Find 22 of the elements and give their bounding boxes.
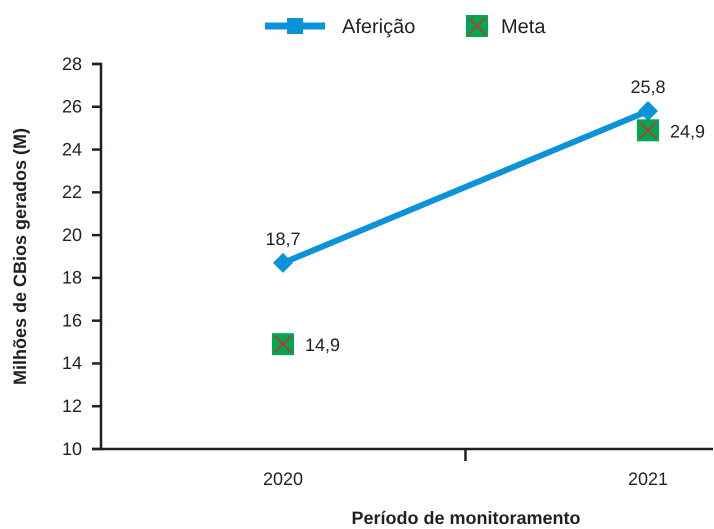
- y-axis-title: Milhões de CBios gerados (M): [10, 128, 30, 386]
- y-tick-label: 14: [62, 353, 82, 374]
- y-tick-label: 28: [62, 54, 82, 74]
- y-tick-label: 10: [62, 438, 82, 459]
- y-tick-label: 26: [62, 96, 82, 117]
- point: [273, 252, 293, 273]
- data-label: 18,7: [265, 228, 301, 249]
- x-tick-label: 2021: [628, 469, 668, 489]
- y-tick-label: 18: [62, 268, 82, 288]
- legend-label: Meta: [501, 16, 546, 38]
- point: [638, 101, 658, 122]
- data-label: 24,9: [670, 121, 706, 142]
- x-tick-label: 2020: [262, 469, 304, 489]
- y-tick-label: 24: [62, 139, 82, 160]
- data-label: 14,9: [305, 335, 340, 356]
- data-label: 25,8: [630, 77, 666, 98]
- y-tick-label: 16: [62, 310, 82, 330]
- x-axis-title: Período de monitoramento: [351, 508, 581, 528]
- y-tick-label: 22: [62, 182, 82, 202]
- legend-label: Aferição: [342, 16, 416, 38]
- y-tick-label: 20: [62, 224, 82, 245]
- y-tick-label: 12: [62, 396, 82, 416]
